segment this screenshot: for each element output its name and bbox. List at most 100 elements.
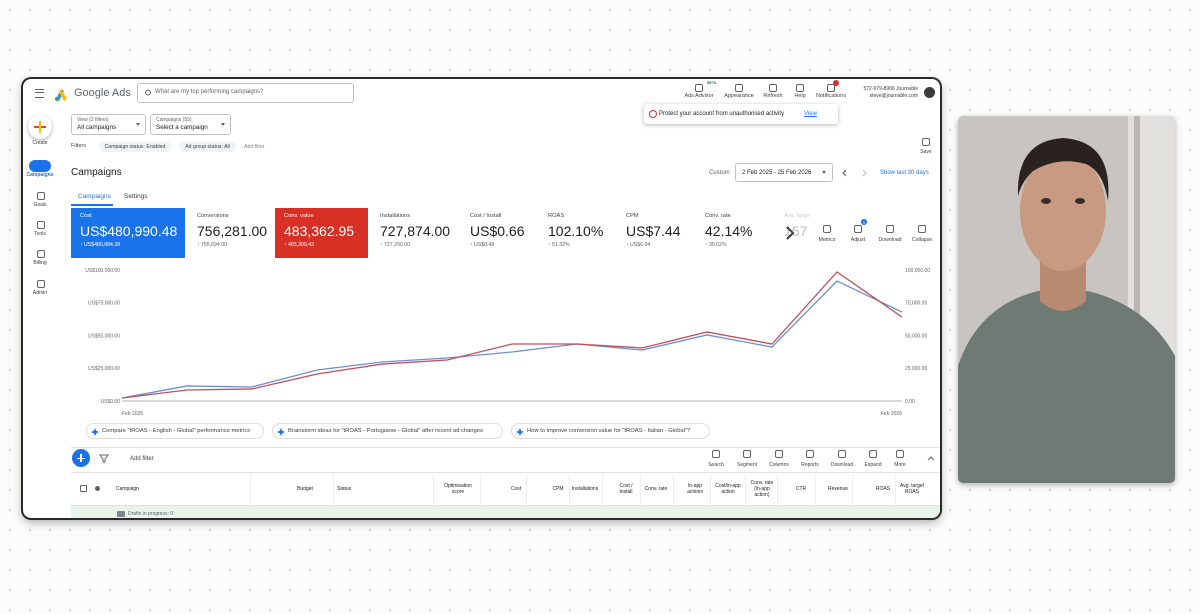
column-header-label[interactable]: Status <box>337 486 352 492</box>
table-tool-icon[interactable] <box>775 450 783 458</box>
column-header-label[interactable]: Conv. rate <box>644 486 668 492</box>
header-tool-icon[interactable] <box>769 84 777 92</box>
header-tool-label[interactable]: Refresh <box>763 93 783 99</box>
table-tool-label[interactable]: Search <box>708 462 724 468</box>
filter-chip[interactable] <box>179 141 236 152</box>
column-header[interactable]: CPM <box>548 473 568 505</box>
column-header[interactable]: Cost/in-app action <box>713 473 743 505</box>
nav-icon[interactable] <box>37 280 45 288</box>
column-header-label[interactable]: Optimisation score <box>444 483 472 495</box>
suggestion-label[interactable]: How to improve conversion value for "tRO… <box>527 428 691 434</box>
table-tool-label[interactable]: Expand <box>864 462 882 468</box>
table-tool-icon[interactable] <box>806 450 814 458</box>
nav-label[interactable]: Tools <box>34 231 46 237</box>
column-header-label[interactable]: Avg. target ROAS <box>899 483 925 495</box>
alert-link[interactable]: View <box>804 111 817 117</box>
filter-chip-label[interactable]: Campaign status: Enabled <box>104 143 166 150</box>
table-tool-icon[interactable] <box>743 450 751 458</box>
row-label[interactable]: Drafts in progress: 0 <box>128 511 174 517</box>
column-header-label[interactable]: Cost <box>510 486 522 492</box>
selector[interactable] <box>150 114 231 135</box>
metric-tool-icon[interactable] <box>854 225 862 233</box>
metric-tool-icon[interactable] <box>918 225 926 233</box>
column-header[interactable]: Installations <box>569 473 601 505</box>
caret[interactable] <box>221 123 225 126</box>
tab[interactable]: Campaigns <box>78 193 111 200</box>
caret[interactable] <box>136 123 140 126</box>
nav-label[interactable]: Create <box>32 140 48 146</box>
suggestion-chip[interactable] <box>86 423 264 439</box>
metric-tool-label[interactable]: Adjust <box>850 237 866 243</box>
avatar[interactable] <box>924 87 935 98</box>
selector[interactable] <box>71 114 146 135</box>
header-tool-icon[interactable] <box>735 84 743 92</box>
metric-card[interactable]: Conv. value 483,362.95 ↑ 483,309.43 <box>275 208 368 258</box>
date-box[interactable] <box>735 163 833 182</box>
metric-card[interactable]: CPM US$7.44 ↑ US$6.94 <box>617 208 691 258</box>
table-tool-label[interactable]: Download <box>830 462 854 468</box>
column-header-label[interactable]: ROAS <box>875 486 891 492</box>
suggestion-label[interactable]: Compare "tROAS - English - Global" perfo… <box>102 428 251 434</box>
header-tool-label[interactable]: Notifications <box>816 93 846 99</box>
suggestion-chip[interactable] <box>272 423 503 439</box>
select-all[interactable] <box>80 485 87 492</box>
table-tool-label[interactable]: Columns <box>769 462 789 468</box>
caret[interactable] <box>822 171 826 174</box>
metric-card[interactable]: Cost US$480,990.48 ↑ US$480,884.38 <box>71 208 185 258</box>
column-header-label[interactable]: Cost / Install <box>619 483 633 495</box>
column-header[interactable]: Avg. target ROAS <box>897 473 927 505</box>
column-header-label[interactable]: Revenue <box>827 486 848 492</box>
column-header[interactable]: Revenue <box>824 473 852 505</box>
header-tool-label[interactable]: Appearance <box>724 93 754 99</box>
date-shortcut[interactable]: Show last 30 days <box>880 170 929 176</box>
metric-card[interactable]: ROAS 102.10% ↑ 51.32% <box>539 208 612 258</box>
metric-card[interactable]: Conv. rate 42.14% ↑ 35.02% <box>696 208 770 258</box>
metric-card[interactable]: Installations 727,874.00 ↑ 727,290.00 <box>371 208 458 258</box>
filter-chip[interactable] <box>99 141 171 152</box>
table-tool-label[interactable]: Reports <box>801 462 819 468</box>
search-box[interactable] <box>137 83 354 103</box>
column-header-label[interactable]: Budget <box>297 486 313 492</box>
metric-tool-label[interactable]: Metrics <box>818 237 836 243</box>
metric-tool-icon[interactable] <box>823 225 831 233</box>
table-tool-icon[interactable] <box>869 450 877 458</box>
table-tool-icon[interactable] <box>838 450 846 458</box>
nav-icon[interactable] <box>37 250 45 258</box>
header-tool-label[interactable]: Ads Advisor <box>684 93 714 99</box>
suggestion-label[interactable]: Brainstorm ideas for "tROAS - Portuguese… <box>288 428 483 434</box>
nav-icon[interactable] <box>37 221 45 229</box>
column-header[interactable]: Conv. rate <box>643 473 669 505</box>
nav-label[interactable]: Billing <box>33 260 47 266</box>
column-header-label[interactable]: Cost/in-app action <box>715 483 741 495</box>
column-header-label[interactable]: CTR <box>795 486 807 492</box>
add-filter[interactable]: Add filter <box>244 143 265 150</box>
column-header[interactable]: Budget <box>290 473 320 505</box>
metric-tool-icon[interactable] <box>886 225 894 233</box>
column-header-label[interactable]: Conv. rate (in-app action) <box>750 480 774 498</box>
column-header[interactable]: CTR <box>791 473 811 505</box>
header-tool-label[interactable]: Help <box>794 93 806 99</box>
save-icon[interactable] <box>922 138 930 146</box>
nav-label[interactable]: Campaigns <box>26 172 54 178</box>
filter-chip-label[interactable]: Ad group status: All <box>185 143 230 150</box>
header-tool-icon[interactable] <box>827 84 835 92</box>
metric-card[interactable]: Conversions 756,281.00 ↑ 755,694.00 <box>188 208 270 258</box>
tab[interactable]: Settings <box>124 193 148 200</box>
table-add-filter[interactable]: Add filter <box>130 456 154 462</box>
column-header[interactable]: In-app actions <box>682 473 708 505</box>
header-tool-icon[interactable] <box>796 84 804 92</box>
column-header-label[interactable]: In-app actions <box>687 483 703 495</box>
table-tool-icon[interactable] <box>712 450 720 458</box>
column-header[interactable]: Campaign <box>116 473 176 505</box>
metric-tool-label[interactable]: Collapse <box>911 237 933 243</box>
metric-tool-label[interactable]: Download <box>878 237 902 243</box>
table-tool-icon[interactable] <box>896 450 904 458</box>
table-tool-label[interactable]: Segment <box>736 462 757 468</box>
table-tool-label[interactable]: More <box>894 462 906 468</box>
column-header[interactable]: Cost / Install <box>613 473 639 505</box>
save-label[interactable]: Save <box>920 149 932 155</box>
metric-card[interactable]: Avg. target 157 <box>775 208 810 258</box>
column-header-label[interactable]: CPM <box>552 486 564 492</box>
suggestion-chip[interactable] <box>511 423 710 439</box>
nav-label[interactable]: Goals <box>33 202 47 208</box>
